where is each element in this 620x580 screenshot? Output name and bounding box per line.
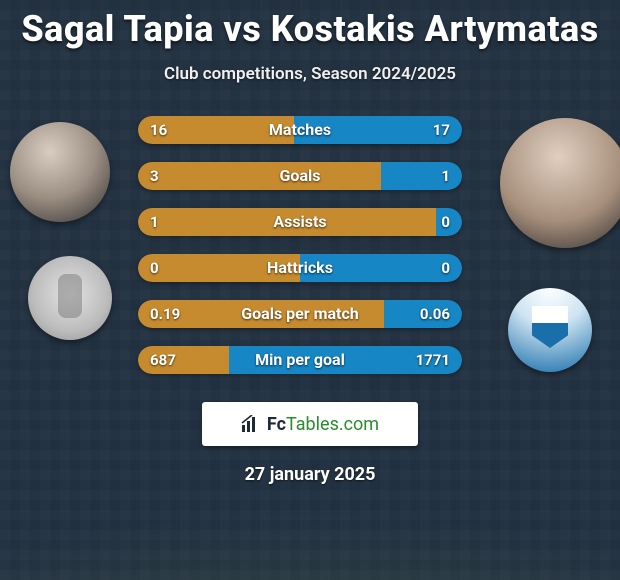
- stat-row: 00Hattricks: [138, 254, 462, 282]
- stat-label: Min per goal: [138, 346, 462, 374]
- stat-row: 10Assists: [138, 208, 462, 236]
- date-line: 27 january 2025: [0, 464, 620, 485]
- club-left-badge: [28, 256, 112, 340]
- club-right-badge: [508, 288, 592, 372]
- stat-row: 6871771Min per goal: [138, 346, 462, 374]
- brand-pill: FcTables.com: [202, 402, 418, 446]
- bar-chart-icon: [241, 415, 261, 433]
- player-left-avatar: [10, 122, 110, 222]
- content-root: Sagal Tapia vs Kostakis Artymatas Club c…: [0, 0, 620, 485]
- brand-suffix: Tables.com: [286, 414, 379, 435]
- stat-label: Goals per match: [138, 300, 462, 328]
- stat-bar-list: 1617Matches 31Goals 10Assists 00Hattricks 0.…: [138, 116, 462, 392]
- page-title: Sagal Tapia vs Kostakis Artymatas: [0, 0, 620, 50]
- page-subtitle: Club competitions, Season 2024/2025: [0, 64, 620, 84]
- stat-row: 31Goals: [138, 162, 462, 190]
- stat-row: 0.190.06Goals per match: [138, 300, 462, 328]
- stat-row: 1617Matches: [138, 116, 462, 144]
- stat-label: Matches: [138, 116, 462, 144]
- stat-label: Hattricks: [138, 254, 462, 282]
- brand-text: FcTables.com: [267, 414, 379, 435]
- player-right-avatar: [500, 118, 620, 248]
- stat-label: Assists: [138, 208, 462, 236]
- comparison-zone: 1617Matches 31Goals 10Assists 00Hattricks 0.…: [0, 116, 620, 396]
- stat-label: Goals: [138, 162, 462, 190]
- brand-prefix: Fc: [267, 414, 286, 435]
